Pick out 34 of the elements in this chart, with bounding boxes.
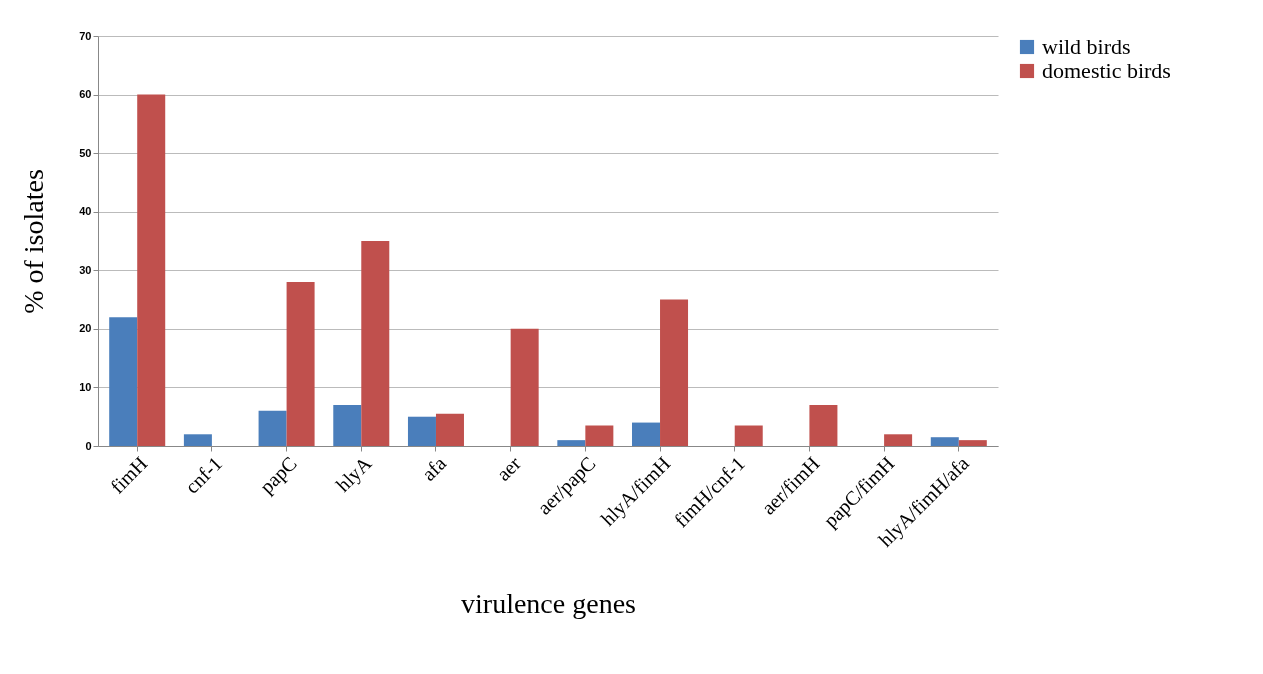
x-tick-label: aer (491, 451, 526, 485)
x-axis-title: virulence genes (461, 587, 636, 619)
y-tick-label: 60 (79, 88, 92, 101)
bar (137, 94, 166, 446)
y-tick-label: 50 (79, 146, 92, 159)
bar (258, 410, 287, 446)
bar (632, 422, 661, 446)
x-tick-label: hlyA (331, 451, 377, 497)
bar (585, 425, 614, 446)
y-tick-label: 20 (79, 322, 92, 335)
bar (958, 440, 987, 446)
bar (333, 405, 362, 446)
bar (734, 425, 763, 446)
bar (510, 328, 539, 446)
y-tick-label: 0 (85, 439, 92, 452)
bar (109, 317, 138, 446)
bar (407, 416, 436, 446)
bar (884, 434, 913, 446)
y-tick-label: 70 (79, 29, 92, 42)
legend-label: wild birds (1042, 34, 1131, 59)
bar (930, 437, 959, 446)
y-axis-title: % of isolates (18, 169, 50, 314)
y-tick-label: 30 (79, 263, 92, 276)
bar (286, 282, 315, 446)
bar (660, 299, 689, 446)
y-tick-label: 40 (79, 205, 92, 218)
legend-label: domestic birds (1042, 58, 1171, 83)
x-tick-label: afa (417, 452, 451, 485)
bar (183, 434, 212, 446)
bar (361, 241, 390, 446)
bar (809, 405, 838, 446)
y-tick-label: 10 (79, 380, 92, 393)
bar (557, 440, 586, 446)
bar (435, 413, 464, 446)
